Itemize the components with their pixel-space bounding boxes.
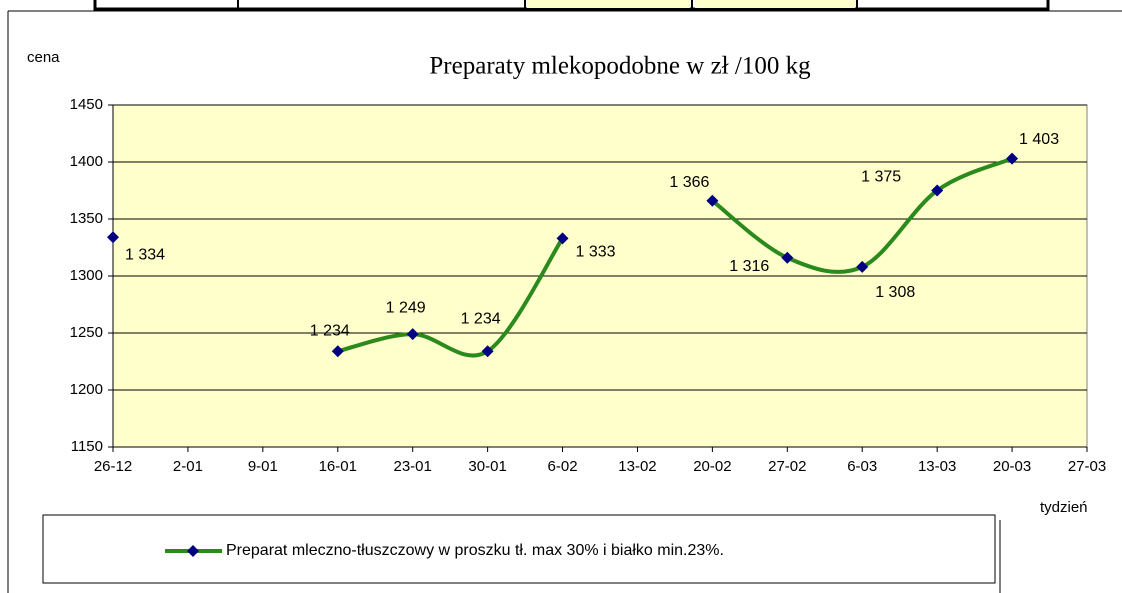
data-label: 1 308 <box>875 284 915 301</box>
data-label: 1 249 <box>386 299 426 316</box>
chart-title: Preparaty mlekopodobne w zł /100 kg <box>429 53 811 80</box>
marker <box>481 345 494 358</box>
x-tick-label: 20-03 <box>993 458 1031 475</box>
x-tick-label: 16-01 <box>319 458 357 475</box>
data-label: 1 333 <box>576 244 616 261</box>
x-tick-label: 30-01 <box>468 458 506 475</box>
header-cell <box>527 0 690 8</box>
y-tick-label: 1400 <box>70 153 103 170</box>
marker <box>107 231 119 244</box>
plot: 1150 1200 1250 1300 1350 1400 1450 26-12 2-01 9-0… <box>42 96 1106 584</box>
x-tick-label: 27-02 <box>768 458 806 475</box>
x-tick-label: 6-02 <box>548 458 578 475</box>
y-tick-label: 1300 <box>70 267 103 284</box>
y-tick-label: 1250 <box>70 324 103 341</box>
data-label: 1 234 <box>310 322 350 339</box>
marker <box>781 251 794 264</box>
marker <box>406 328 419 341</box>
x-tick-label: 13-02 <box>618 458 656 475</box>
x-tick-label: 6-03 <box>847 458 877 475</box>
data-label: 1 375 <box>861 169 901 186</box>
marker <box>856 260 869 273</box>
y-axis-label: cena <box>27 49 60 66</box>
legend-marker <box>187 545 199 557</box>
marker <box>706 194 719 207</box>
header-cell <box>695 0 855 8</box>
y-tick-label: 1150 <box>71 438 103 455</box>
x-tick-label: 2-01 <box>173 458 203 475</box>
data-label: 1 316 <box>729 258 769 275</box>
data-label: 1 366 <box>669 174 709 191</box>
x-axis-label: tydzień <box>1040 499 1088 516</box>
marker <box>1006 152 1019 165</box>
marker <box>556 232 569 245</box>
series-line <box>337 237 565 358</box>
data-label: 1 334 <box>125 246 165 263</box>
x-tick-label: 20-02 <box>693 458 731 475</box>
y-tick-label: 1450 <box>70 96 103 113</box>
data-label: 1 403 <box>1019 131 1059 148</box>
x-tick-label: 13-03 <box>918 458 956 475</box>
data-label: 1 234 <box>461 310 501 327</box>
x-tick-label: 9-01 <box>248 458 278 475</box>
y-tick-label: 1200 <box>70 381 103 398</box>
marker <box>331 345 344 358</box>
legend-label: Preparat mleczno-tłuszczowy w proszku tł… <box>226 542 724 559</box>
y-tick-label: 1350 <box>70 210 103 227</box>
x-tick-label: 23-01 <box>394 458 432 475</box>
marker <box>931 184 944 197</box>
x-tick-label: 27-03 <box>1068 458 1106 475</box>
x-tick-label: 26-12 <box>94 458 132 475</box>
